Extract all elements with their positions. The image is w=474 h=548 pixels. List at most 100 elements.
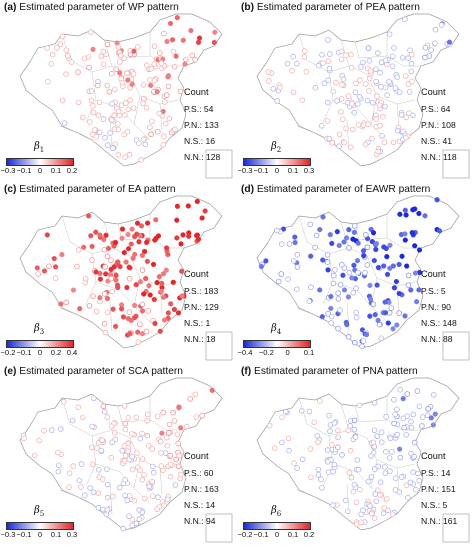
station-marker <box>120 525 126 532</box>
station-marker <box>285 435 292 442</box>
station-marker <box>403 73 409 79</box>
station-marker <box>409 78 415 85</box>
count-ps: P.S.: 64 <box>421 104 451 114</box>
station-marker <box>165 251 171 258</box>
count-ps: P.S.: 5 <box>421 286 446 296</box>
station-marker <box>403 212 409 218</box>
station-marker <box>127 97 133 103</box>
station-marker <box>373 66 379 73</box>
station-marker <box>110 306 116 312</box>
station-marker <box>396 290 402 297</box>
station-marker <box>437 228 443 234</box>
colorbar-tick-label: −0.4 <box>237 348 253 357</box>
station-marker <box>371 515 378 522</box>
station-marker <box>199 412 205 419</box>
station-marker <box>75 69 81 75</box>
station-marker <box>91 127 98 133</box>
count-box: Count P.S.: 14 P.N.: 151 N.S.: 5 N.N.: 1… <box>421 448 457 529</box>
station-marker <box>325 447 331 453</box>
station-marker <box>341 287 348 293</box>
province-border <box>117 405 151 423</box>
station-marker <box>285 276 291 282</box>
station-marker <box>166 115 173 122</box>
station-marker <box>57 426 64 432</box>
station-marker <box>373 78 379 85</box>
station-marker <box>152 320 158 327</box>
station-marker <box>332 267 338 273</box>
station-marker <box>149 118 155 125</box>
station-marker <box>351 109 357 116</box>
station-marker <box>79 414 86 421</box>
station-marker <box>173 53 179 59</box>
province-border <box>346 301 350 333</box>
station-marker <box>382 103 388 110</box>
station-marker <box>155 128 161 135</box>
panel-title: (b) Estimated parameter of PEA pattern <box>241 2 420 13</box>
station-marker <box>108 454 115 461</box>
station-marker <box>358 64 364 70</box>
station-marker <box>125 414 131 421</box>
colorbar-tick-label: 0.2 <box>66 166 78 175</box>
station-marker <box>81 244 87 250</box>
station-marker <box>156 274 162 280</box>
station-marker <box>144 411 151 418</box>
station-marker <box>101 236 107 243</box>
station-marker <box>97 276 104 282</box>
station-marker <box>394 127 401 134</box>
station-marker <box>363 81 369 87</box>
count-pn: P.N.: 163 <box>184 484 219 494</box>
station-marker <box>324 252 331 258</box>
station-marker <box>394 74 401 80</box>
station-marker <box>21 435 27 442</box>
station-marker <box>413 486 419 493</box>
count-ps: P.S.: 60 <box>184 468 214 478</box>
colorbar <box>6 340 74 348</box>
station-marker <box>194 198 200 205</box>
station-marker <box>340 76 347 82</box>
station-marker <box>405 81 412 87</box>
station-marker <box>277 84 283 91</box>
station-marker <box>308 253 314 259</box>
station-marker <box>408 51 415 58</box>
station-marker <box>172 482 179 488</box>
station-marker <box>386 79 392 85</box>
station-marker <box>365 45 372 51</box>
station-marker <box>125 106 132 113</box>
station-marker <box>182 61 188 67</box>
station-marker <box>153 235 159 241</box>
station-marker <box>164 434 170 441</box>
station-marker <box>355 101 361 107</box>
station-marker <box>139 252 145 259</box>
colorbar-tick-label: 0.2 <box>303 530 315 539</box>
beta-label: β3 <box>34 323 45 336</box>
count-box: Count P.S.: 54 P.N.: 133 N.S.: 16 N.N.: … <box>184 84 220 165</box>
station-marker <box>324 259 331 265</box>
station-marker <box>407 479 414 486</box>
station-marker <box>391 396 397 403</box>
station-marker <box>109 117 115 123</box>
station-marker <box>103 271 109 277</box>
station-marker <box>387 468 393 474</box>
station-marker <box>389 511 396 518</box>
station-marker <box>362 141 369 148</box>
station-marker <box>135 329 141 335</box>
station-marker <box>78 461 85 467</box>
station-marker <box>405 272 412 279</box>
station-marker <box>112 323 119 330</box>
station-marker <box>69 417 76 424</box>
station-marker <box>96 99 103 106</box>
station-marker <box>424 412 431 418</box>
station-marker <box>391 45 397 51</box>
count-pn: P.N.: 151 <box>421 484 456 494</box>
station-marker <box>403 482 410 488</box>
station-marker <box>368 474 375 480</box>
station-marker <box>371 427 378 434</box>
station-marker <box>422 213 428 219</box>
station-marker <box>175 310 182 316</box>
station-marker <box>104 309 111 316</box>
station-marker <box>354 457 361 463</box>
station-marker <box>165 73 172 79</box>
station-marker <box>405 282 412 288</box>
station-marker <box>149 478 156 485</box>
station-marker <box>91 395 97 402</box>
